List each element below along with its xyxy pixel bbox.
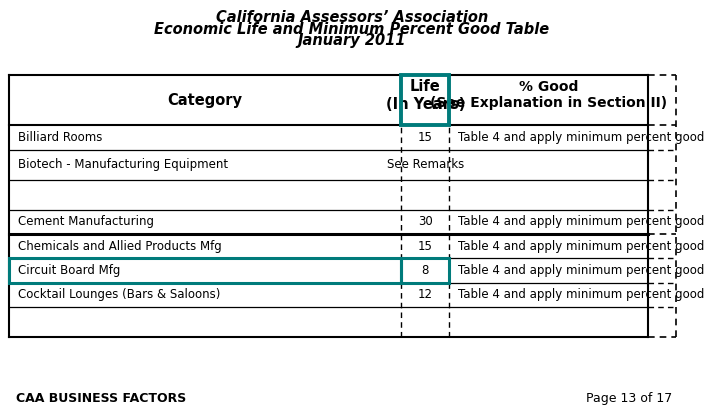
Text: Page 13 of 17: Page 13 of 17 [586, 393, 672, 405]
Text: Circuit Board Mfg: Circuit Board Mfg [18, 264, 120, 277]
Text: CAA BUSINESS FACTORS: CAA BUSINESS FACTORS [16, 393, 187, 405]
Text: 15: 15 [417, 240, 433, 253]
Text: Cocktail Lounges (Bars & Saloons): Cocktail Lounges (Bars & Saloons) [18, 288, 220, 301]
Text: Table 4 and apply minimum percent good: Table 4 and apply minimum percent good [458, 240, 704, 253]
Text: Table 4 and apply minimum percent good: Table 4 and apply minimum percent good [458, 264, 704, 277]
Bar [9, 258, 401, 283]
Text: Billiard Rooms: Billiard Rooms [18, 131, 102, 144]
Text: Table 4 and apply minimum percent good: Table 4 and apply minimum percent good [458, 215, 704, 229]
Text: % Good
(See Explanation in Section II): % Good (See Explanation in Section II) [430, 80, 667, 110]
Text: 12: 12 [417, 288, 433, 301]
Text: California Assessors’ Association: California Assessors’ Association [216, 10, 488, 25]
Text: See Remarks: See Remarks [386, 158, 464, 171]
Bar [401, 258, 449, 283]
Text: Table 4 and apply minimum percent good: Table 4 and apply minimum percent good [458, 131, 704, 144]
Text: Chemicals and Allied Products Mfg: Chemicals and Allied Products Mfg [18, 240, 221, 253]
Text: Economic Life and Minimum Percent Good Table: Economic Life and Minimum Percent Good T… [154, 22, 550, 37]
Text: Cement Manufacturing: Cement Manufacturing [18, 215, 153, 229]
Text: 30: 30 [418, 215, 432, 229]
Text: January 2011: January 2011 [298, 33, 406, 48]
Text: Life
(In Years): Life (In Years) [386, 79, 465, 112]
Text: Table 4 and apply minimum percent good: Table 4 and apply minimum percent good [458, 288, 704, 301]
Text: Category: Category [168, 93, 243, 108]
Text: 15: 15 [417, 131, 433, 144]
Bar [401, 75, 449, 125]
Text: 8: 8 [422, 264, 429, 277]
Text: Biotech - Manufacturing Equipment: Biotech - Manufacturing Equipment [18, 158, 227, 171]
